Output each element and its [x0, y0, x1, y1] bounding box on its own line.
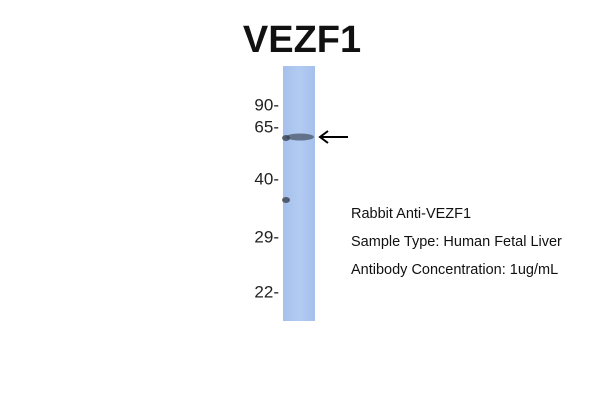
band — [286, 133, 314, 141]
marker-label: 29- — [254, 227, 279, 246]
band — [282, 135, 290, 141]
marker-label: 90- — [254, 95, 279, 114]
arrow — [318, 130, 348, 144]
title: VEZF1 — [243, 19, 361, 61]
marker-label: 22- — [254, 282, 279, 301]
marker-label: 65- — [254, 117, 279, 136]
info-line: Sample Type: Human Fetal Liver — [351, 234, 562, 250]
band — [282, 197, 290, 203]
lane — [283, 66, 315, 321]
marker-label: 40- — [254, 169, 279, 188]
info-line: Rabbit Anti-VEZF1 — [351, 206, 471, 222]
info-line: Antibody Concentration: 1ug/mL — [351, 262, 558, 278]
